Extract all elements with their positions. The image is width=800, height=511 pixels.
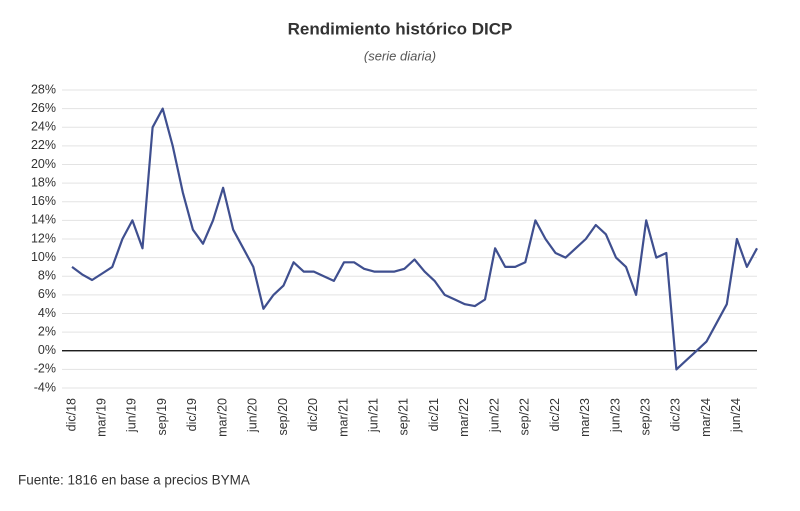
x-tick-label: dic/20: [306, 398, 320, 431]
y-tick-label: 0%: [38, 343, 56, 357]
x-tick-label: dic/19: [185, 398, 199, 431]
x-tick-label: dic/23: [669, 398, 683, 431]
x-tick-label: mar/21: [336, 398, 350, 437]
y-tick-label: 8%: [38, 269, 56, 283]
y-tick-label: 26%: [31, 101, 56, 115]
y-tick-label: -4%: [34, 380, 56, 394]
y-tick-label: 10%: [31, 250, 56, 264]
x-tick-label: jun/24: [729, 398, 743, 433]
x-tick-label: jun/20: [246, 398, 260, 433]
y-tick-label: 14%: [31, 213, 56, 227]
x-tick-label: jun/22: [487, 398, 501, 433]
x-tick-label: sep/22: [518, 398, 532, 436]
x-tick-label: sep/23: [638, 398, 652, 436]
x-tick-label: mar/20: [215, 398, 229, 437]
x-tick-label: jun/23: [608, 398, 622, 433]
chart-subtitle: (serie diaria): [364, 48, 436, 63]
y-tick-label: 6%: [38, 287, 56, 301]
y-tick-label: 12%: [31, 231, 56, 245]
x-tick-label: sep/19: [155, 398, 169, 436]
y-tick-label: 16%: [31, 194, 56, 208]
x-tick-label: mar/23: [578, 398, 592, 437]
x-tick-label: dic/18: [64, 398, 78, 431]
x-tick-label: mar/19: [95, 398, 109, 437]
x-tick-label: mar/22: [457, 398, 471, 437]
x-tick-label: mar/24: [699, 398, 713, 437]
y-tick-label: 24%: [31, 120, 56, 134]
source-note: Fuente: 1816 en base a precios BYMA: [18, 473, 250, 488]
data-line: [71, 107, 758, 371]
y-tick-label: -2%: [34, 362, 56, 376]
y-tick-label: 18%: [31, 175, 56, 189]
x-tick-label: jun/21: [367, 398, 381, 433]
y-tick-label: 28%: [31, 82, 56, 96]
x-tick-label: sep/20: [276, 398, 290, 436]
y-tick-label: 20%: [31, 157, 56, 171]
x-tick-label: dic/21: [427, 398, 441, 431]
x-tick-label: sep/21: [397, 398, 411, 436]
x-tick-label: dic/22: [548, 398, 562, 431]
y-tick-label: 4%: [38, 306, 56, 320]
chart-title: Rendimiento histórico DICP: [288, 19, 513, 38]
y-tick-label: 2%: [38, 324, 56, 338]
y-tick-label: 22%: [31, 138, 56, 152]
x-tick-label: jun/19: [125, 398, 139, 433]
